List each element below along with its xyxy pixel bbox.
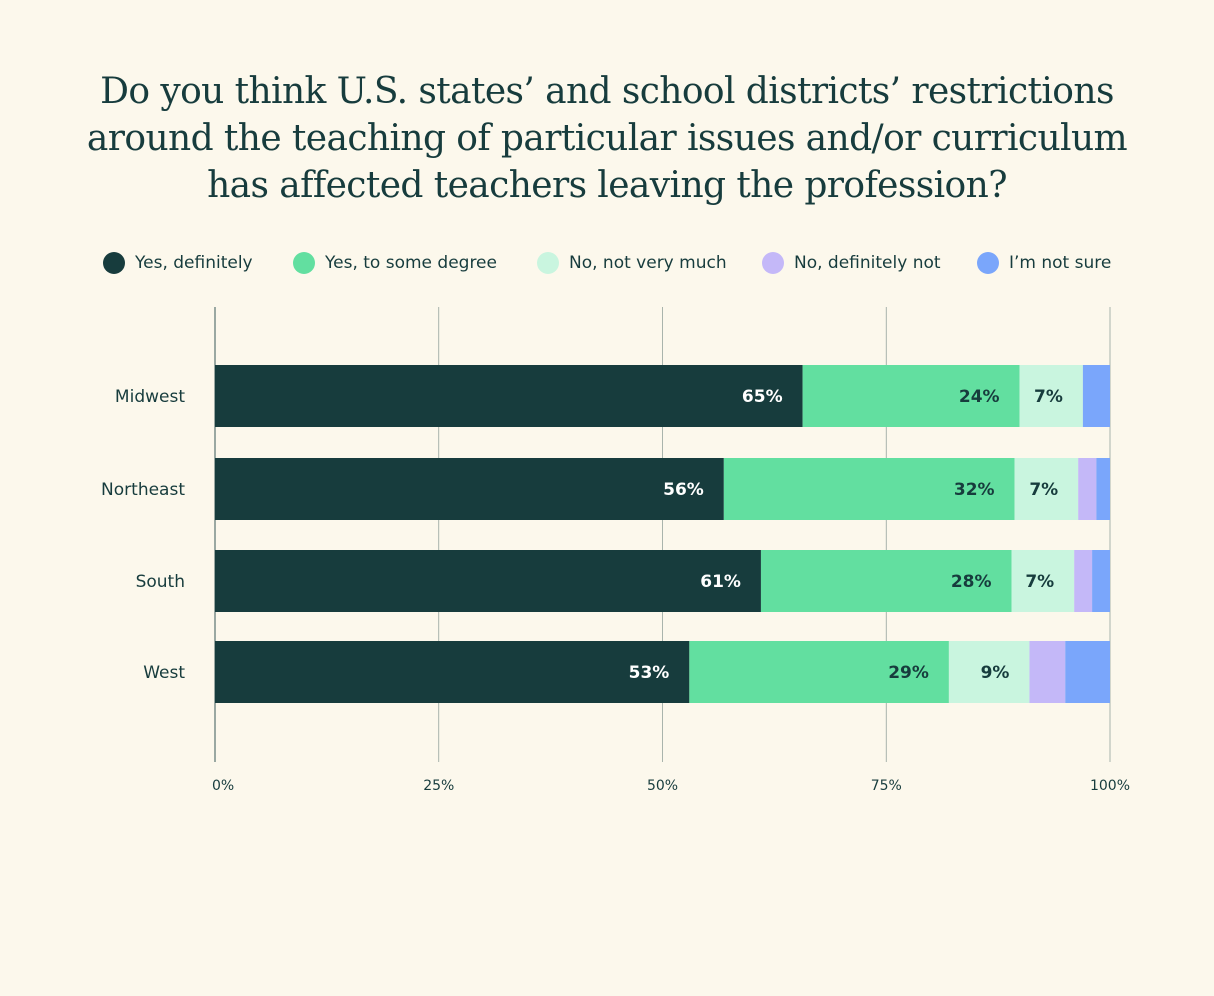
legend-swatch: [537, 252, 559, 274]
data-label: 65%: [742, 387, 783, 407]
category-label: South: [136, 572, 185, 592]
legend-item: Yes, definitely: [103, 250, 253, 276]
data-label: 61%: [700, 572, 741, 592]
legend-label: Yes, to some degree: [325, 253, 497, 273]
bar-segment: [1019, 365, 1083, 427]
data-label: 53%: [629, 663, 670, 683]
legend-swatch: [977, 252, 999, 274]
bar-segment: [215, 458, 724, 520]
bar-segment: [1074, 550, 1093, 612]
data-label: 7%: [1029, 480, 1058, 500]
x-tick-label: 75%: [871, 778, 902, 794]
bar-segment: [723, 458, 1015, 520]
bar-segment: [1065, 641, 1110, 703]
data-label: 24%: [959, 387, 1000, 407]
legend: Yes, definitely Yes, to some degree No, no…: [0, 250, 1214, 276]
legend-item: I’m not sure: [977, 250, 1111, 276]
bar-segment: [215, 365, 803, 427]
chart-title: Do you think U.S. states’ and school dis…: [86, 71, 1128, 206]
bar-segment: [1096, 458, 1110, 520]
legend-label: No, not very much: [569, 253, 727, 273]
data-label: 56%: [663, 480, 704, 500]
bar-segment: [1082, 365, 1110, 427]
bar-segment: [1092, 550, 1110, 612]
x-tick-label: 0%: [212, 778, 234, 794]
x-tick-label: 100%: [1090, 778, 1130, 794]
legend-item: No, definitely not: [762, 250, 941, 276]
x-tick-label: 25%: [423, 778, 454, 794]
bar-segment: [1078, 458, 1097, 520]
bar-segment: [802, 365, 1020, 427]
category-label: Midwest: [115, 387, 185, 407]
data-label: 9%: [981, 663, 1010, 683]
bar-segment: [1014, 458, 1079, 520]
bar-segment: [760, 550, 1012, 612]
data-label: 32%: [954, 480, 995, 500]
bar-segment: [1029, 641, 1066, 703]
bar-segment: [1011, 550, 1075, 612]
legend-item: Yes, to some degree: [293, 250, 497, 276]
legend-swatch: [293, 252, 315, 274]
bar-segment: [689, 641, 949, 703]
category-label: West: [143, 663, 185, 683]
bar-segment: [215, 641, 690, 703]
data-label: 28%: [951, 572, 992, 592]
category-label: Northeast: [101, 480, 185, 500]
legend-swatch: [762, 252, 784, 274]
legend-item: No, not very much: [537, 250, 727, 276]
data-label: 29%: [888, 663, 929, 683]
bar-segment: [215, 550, 761, 612]
legend-swatch: [103, 252, 125, 274]
legend-label: No, definitely not: [794, 253, 941, 273]
data-label: 7%: [1025, 572, 1054, 592]
x-tick-label: 50%: [647, 778, 678, 794]
bar-segment: [948, 641, 1030, 703]
legend-label: I’m not sure: [1009, 253, 1112, 273]
data-label: 7%: [1034, 387, 1063, 407]
legend-label: Yes, definitely: [135, 253, 253, 273]
